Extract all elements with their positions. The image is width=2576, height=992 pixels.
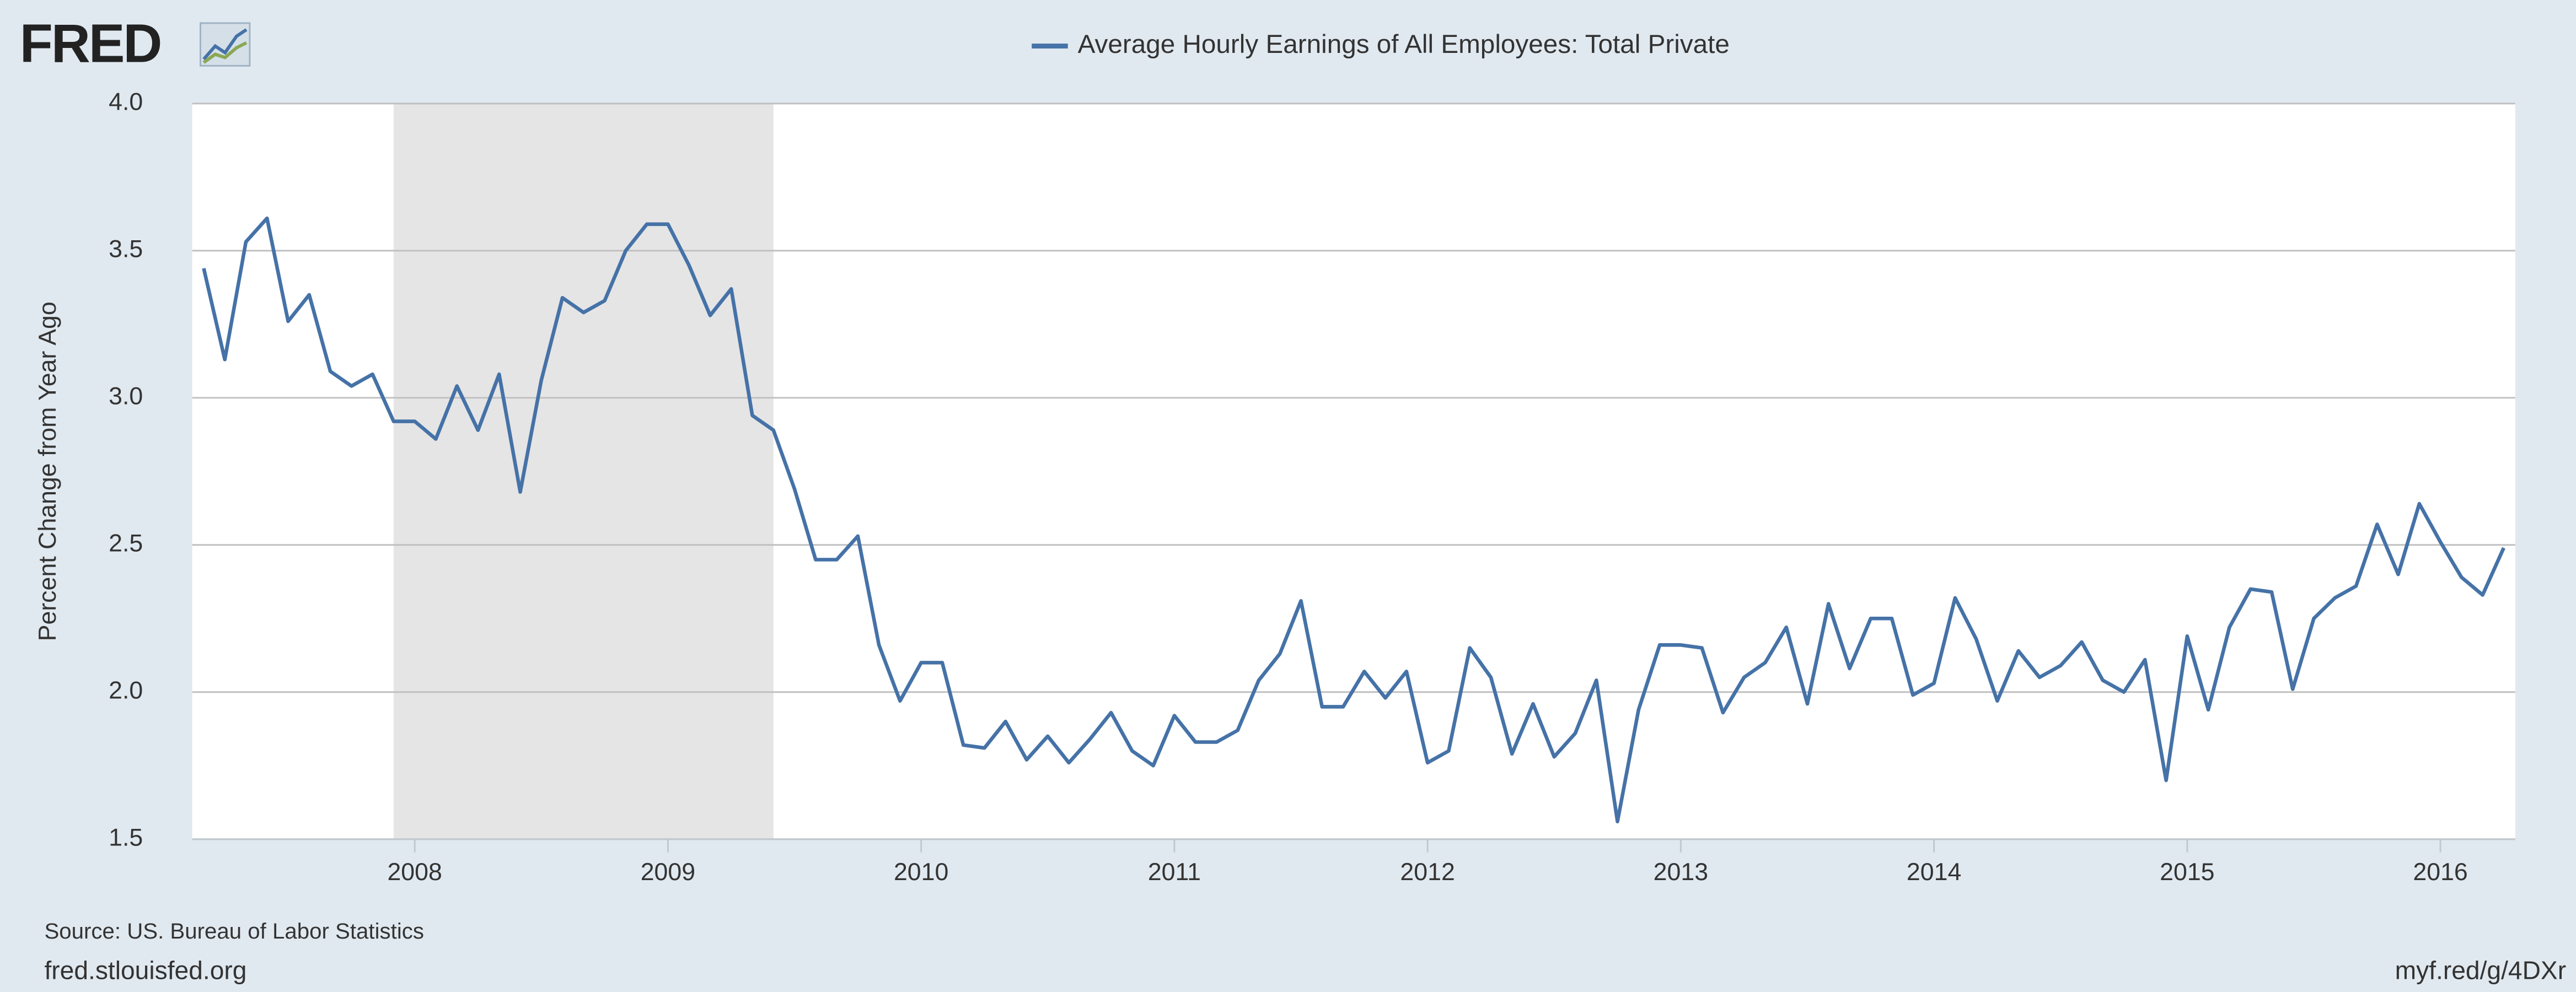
logo-icon	[200, 22, 251, 67]
x-tick-label: 2008	[387, 859, 442, 886]
y-tick-label: 1.5	[109, 824, 143, 851]
x-tick-label: 2016	[2413, 859, 2467, 886]
site: fred.stlouisfed.org	[44, 956, 246, 984]
short-link: myf.red/g/4DXr	[2395, 956, 2566, 984]
y-tick-label: 3.5	[109, 236, 143, 263]
y-tick-label: 2.5	[109, 530, 143, 557]
y-axis-label: Percent Change from Year Ago	[34, 301, 61, 641]
x-tick-label: 2011	[1148, 859, 1201, 886]
x-tick-label: 2014	[1907, 859, 1961, 886]
x-tick-label: 2012	[1400, 859, 1455, 886]
logo: FRED	[20, 13, 161, 74]
recession-band	[393, 103, 774, 839]
x-tick-label: 2010	[894, 859, 948, 886]
x-tick-label: 2015	[2160, 859, 2214, 886]
x-tick-label: 2009	[641, 859, 695, 886]
y-tick-label: 2.0	[109, 677, 143, 704]
source: Source: US. Bureau of Labor Statistics	[44, 919, 424, 944]
x-tick-label: 2013	[1654, 859, 1708, 886]
series-line	[202, 216, 2505, 823]
legend-label: Average Hourly Earnings of All Employees…	[1078, 30, 1730, 59]
y-tick-label: 4.0	[109, 89, 143, 116]
y-tick-label: 3.0	[109, 383, 143, 410]
